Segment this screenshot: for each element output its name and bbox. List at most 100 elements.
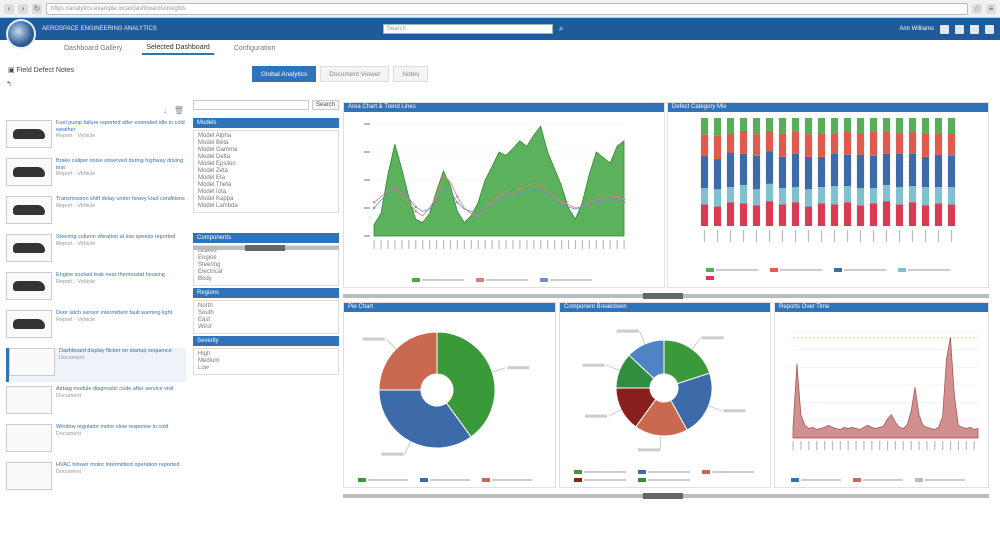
list-item-title[interactable]: HVAC blower motor intermittent operation… — [56, 462, 180, 468]
x-tick-label — [519, 240, 521, 249]
list-item-title[interactable]: Transmission shift delay under heavy loa… — [56, 196, 185, 202]
tab-notes[interactable]: Notes — [393, 66, 429, 82]
car-icon — [13, 205, 45, 215]
stacked-bar-segment — [947, 204, 956, 226]
filter-splitter[interactable] — [193, 245, 339, 251]
data-point — [476, 214, 480, 218]
list-item-title[interactable]: Dashboard display flicker on startup seq… — [59, 348, 172, 354]
list-item[interactable]: Window regulator motor slow response in … — [6, 424, 186, 458]
list-item-title[interactable]: Brake caliper noise observed during high… — [56, 158, 184, 171]
tab-document-viewer[interactable]: Document Viewer — [320, 66, 390, 82]
filter-option[interactable]: Brakes — [198, 248, 217, 254]
filter-search-input[interactable] — [193, 100, 309, 110]
star-icon[interactable]: ☆ — [972, 3, 982, 14]
forward-icon[interactable]: › — [18, 3, 28, 14]
tab-global-analytics[interactable]: Global Analytics — [252, 66, 317, 82]
filter-option[interactable]: Model Iota — [198, 189, 227, 195]
tab-selected-dashboard[interactable]: Selected Dashboard — [142, 42, 214, 55]
stacked-bar-segment — [778, 204, 787, 226]
filter-option[interactable]: East — [198, 317, 211, 323]
list-item[interactable]: Engine coolant leak near thermostat hous… — [6, 272, 186, 306]
filter-option[interactable]: North — [198, 303, 213, 309]
filter-option[interactable]: Model Delta — [198, 154, 231, 160]
x-tick-label — [855, 441, 857, 450]
filter-section-header[interactable]: Severity — [193, 336, 339, 346]
pie-slice[interactable] — [436, 331, 496, 438]
line-series — [792, 337, 979, 439]
tab-configuration[interactable]: Configuration — [233, 44, 276, 52]
legend-label — [801, 479, 841, 481]
pie-slice[interactable] — [670, 372, 713, 431]
pie-slice[interactable] — [378, 331, 438, 391]
filter-option[interactable]: Electrical — [198, 269, 223, 275]
list-item-title[interactable]: Airbag module diagnostic code after serv… — [56, 386, 174, 392]
splitter-grip[interactable] — [643, 493, 683, 499]
filter-option[interactable]: Model Beta — [198, 140, 229, 146]
menu-icon[interactable]: ≡ — [986, 3, 996, 14]
user-name[interactable]: Ann Williams — [899, 26, 934, 32]
pie-slice[interactable] — [663, 339, 711, 385]
list-item-meta: Report · Vehicle — [56, 278, 96, 285]
filter-option[interactable]: Model Epsilon — [198, 161, 236, 167]
charts-splitter-bottom[interactable] — [343, 493, 989, 499]
charts-splitter[interactable] — [343, 293, 989, 299]
filter-section-header[interactable]: Models — [193, 118, 339, 128]
filter-option[interactable]: Model Gamma — [198, 147, 238, 153]
list-item[interactable]: Steering column vibration at low speeds … — [6, 234, 186, 268]
slice-label — [723, 409, 746, 413]
x-tick-label — [484, 240, 486, 249]
delete-icon[interactable]: 🗑 — [173, 106, 184, 115]
filter-option[interactable]: Model Lambda — [198, 203, 238, 209]
filter-option[interactable]: Low — [198, 365, 210, 371]
filter-section-header[interactable]: Components — [193, 233, 339, 243]
list-item-title[interactable]: Fuel pump failure reported after extende… — [56, 120, 185, 133]
tab-dashboard-gallery[interactable]: Dashboard Gallery — [64, 44, 123, 52]
filter-option[interactable]: Model Theta — [198, 182, 232, 188]
back-icon[interactable]: ‹ — [4, 3, 14, 14]
notifications-icon[interactable] — [970, 24, 979, 34]
refresh-icon[interactable]: ↻ — [32, 3, 42, 14]
filter-section-header[interactable]: Regions — [193, 288, 339, 298]
splitter-grip[interactable] — [643, 293, 683, 299]
pie-slice[interactable] — [628, 339, 665, 380]
sort-icon[interactable]: ↓ — [163, 106, 168, 115]
filter-option[interactable]: West — [198, 324, 212, 330]
pie-slice[interactable] — [378, 389, 472, 449]
filter-option[interactable]: Medium — [198, 358, 220, 364]
list-item[interactable]: Transmission shift delay under heavy loa… — [6, 196, 186, 230]
collapse-icon[interactable]: ↰ — [6, 81, 12, 88]
search-input[interactable]: Search — [382, 24, 553, 34]
help-icon[interactable] — [940, 24, 949, 34]
filter-option[interactable]: Steering — [198, 262, 221, 268]
address-bar[interactable]: https://analytics.example.local/dashboar… — [46, 2, 968, 15]
splitter-grip[interactable] — [245, 245, 285, 251]
thumbnail — [6, 158, 52, 186]
filter-option[interactable]: Model Zeta — [198, 168, 229, 174]
filter-option[interactable]: Engine — [198, 255, 217, 261]
stacked-bar-segment — [752, 155, 761, 190]
list-item-title[interactable]: Engine coolant leak near thermostat hous… — [56, 272, 165, 278]
list-item[interactable]: Airbag module diagnostic code after serv… — [6, 386, 186, 420]
legend-label — [712, 471, 754, 473]
list-item[interactable]: HVAC blower motor intermittent operation… — [6, 462, 186, 496]
list-item-title[interactable]: Window regulator motor slow response in … — [56, 424, 169, 430]
list-item[interactable]: Door latch sensor intermittent fault war… — [6, 310, 186, 344]
filter-option[interactable]: Body — [198, 276, 212, 282]
logout-icon[interactable] — [985, 24, 994, 34]
filter-option[interactable]: South — [198, 310, 214, 316]
filter-option[interactable]: Model Kappa — [198, 196, 234, 202]
filter-search-button[interactable]: Search — [311, 100, 339, 110]
filter-option[interactable]: Model Eta — [198, 175, 226, 181]
legend-swatch — [540, 278, 548, 282]
list-item[interactable]: Brake caliper noise observed during high… — [6, 158, 186, 192]
filter-option[interactable]: High — [198, 351, 211, 357]
filter-option[interactable]: Model Alpha — [198, 133, 232, 139]
list-item[interactable]: Fuel pump failure reported after extende… — [6, 120, 186, 154]
search-icon[interactable]: ⌕ — [558, 24, 564, 33]
stacked-bar-segment — [934, 187, 943, 204]
list-item-title[interactable]: Steering column vibration at low speeds … — [56, 234, 176, 240]
list-item-title[interactable]: Door latch sensor intermittent fault war… — [56, 310, 173, 316]
list-item[interactable]: Dashboard display flicker on startup seq… — [6, 348, 186, 382]
stacked-bar-segment — [869, 188, 878, 204]
settings-icon[interactable] — [955, 24, 964, 34]
